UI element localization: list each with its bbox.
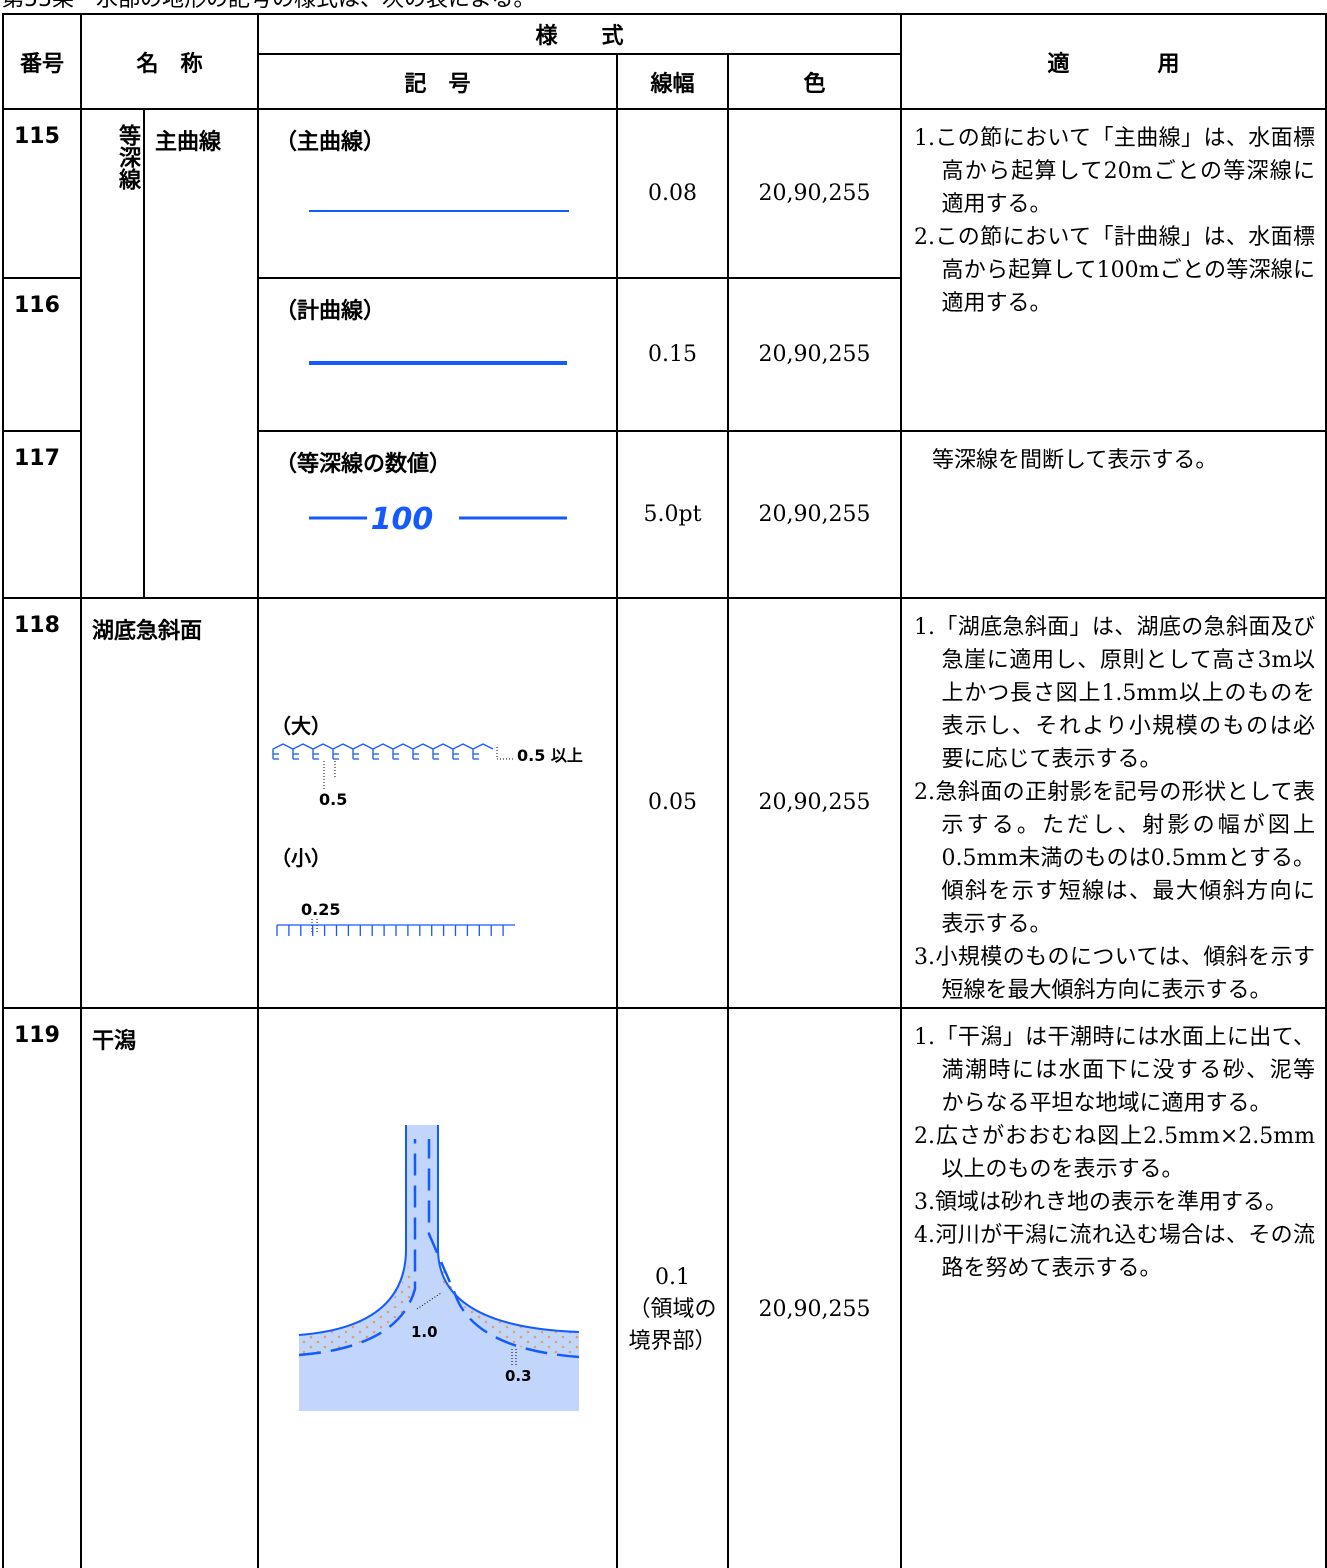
row-number: 119 [2, 1007, 82, 1568]
sand-area [438, 1259, 580, 1357]
hachure-stroke [392, 743, 414, 759]
symbol: 1.0 0.3 [298, 1125, 580, 1411]
header-width: 線幅 [616, 53, 730, 110]
symbol-cell: 1.0 0.3 [257, 1007, 619, 1568]
application: 1.「湖底急斜面」は、湖底の急斜面及び急崖に適用し、原則として高さ3m以上かつ長… [900, 597, 1327, 1009]
row-number: 117 [2, 430, 82, 599]
text-line: 2.この節において「計曲線」は、水面標高から起算して100mごとの等深線に適用す… [914, 225, 1316, 316]
symbol: （大） 0.5 以上 0.5 （小） 0.25 [271, 714, 583, 936]
symbol-cell: （大） 0.5 以上 0.5 （小） 0.25 [257, 597, 619, 1009]
dimension-label: 0.5 [319, 790, 347, 809]
color: 20,90,255 [727, 108, 903, 279]
steep-slope-small [276, 924, 516, 936]
boundary [437, 1125, 580, 1333]
dimension-label: 0.3 [505, 1367, 532, 1385]
header-color: 色 [727, 53, 903, 110]
hachure-stroke [432, 743, 454, 759]
line-width: 0.1 （領域の境界部） [616, 1007, 730, 1568]
symbol-caption: （主曲線） [275, 130, 386, 155]
text-line: 等深線を間断して表示する。 [932, 448, 1218, 473]
title: 第53条 水部の地形の記号の様式は、次の表による。 [2, 0, 535, 13]
hachure-stroke [372, 743, 394, 759]
line-width: 0.15 [616, 277, 730, 432]
application: 1.「干潟」は干潮時には水面上に出て、満潮時には水面下に没する砂、泥等からなる平… [900, 1007, 1327, 1568]
symbol-caption: （大） [271, 714, 331, 738]
line-width: 0.05 [616, 597, 730, 1009]
dimension-label: 1.0 [411, 1323, 438, 1341]
color: 20,90,255 [727, 430, 903, 599]
hachure-stroke [292, 743, 314, 759]
text-line: 2.広さがおおむね図上2.5mm×2.5mm以上のものを表示する。 [914, 1124, 1316, 1182]
application: 1.この節において「主曲線」は、水面標高から起算して20mごとの等深線に適用する… [900, 108, 1327, 432]
color: 20,90,255 [727, 597, 903, 1009]
group-name: 等深線 [80, 108, 145, 599]
hachure-stroke [332, 743, 354, 759]
symbol-caption: （等深線の数値） [275, 452, 452, 477]
hachure-stroke [352, 743, 374, 759]
text-line: 4.河川が干潟に流れ込む場合は、その流路を努めて表示する。 [914, 1223, 1316, 1281]
header-symbol: 記 号 [257, 53, 619, 110]
application: 等深線を間断して表示する。 [900, 430, 1327, 599]
hachure-stroke [272, 743, 294, 759]
text-line: 1.この節において「主曲線」は、水面標高から起算して20mごとの等深線に適用する… [914, 126, 1316, 217]
text-line: 1.「湖底急斜面」は、湖底の急斜面及び急崖に適用し、原則として高さ3m以上かつ長… [914, 615, 1316, 772]
color: 20,90,255 [727, 277, 903, 432]
color: 20,90,255 [727, 1007, 903, 1568]
boundary [298, 1125, 408, 1336]
symbol-cell: （等深線の数値） 100 [257, 430, 619, 599]
text-line: 3.小規模のものについては、傾斜を示す短線を最大傾斜方向に表示する。 [914, 945, 1316, 1003]
text-line: （領域の [628, 1297, 717, 1322]
line-width: 5.0pt [616, 430, 730, 599]
text-line: 2.急斜面の正射影を記号の形状として表示する。ただし、射影の幅が図上0.5mm未… [914, 780, 1316, 937]
contour-value: 100 [371, 502, 434, 537]
header-style: 様 式 [257, 13, 903, 55]
header-application: 適 用 [900, 13, 1327, 110]
symbol [309, 210, 570, 212]
line-width: 0.08 [616, 108, 730, 279]
header-number: 番号 [2, 13, 82, 110]
row-name: 干潟 [79, 1007, 260, 1568]
row-number: 118 [2, 597, 82, 1009]
text-line: 1.「干潟」は干潮時には水面上に出て、満潮時には水面下に没する砂、泥等からなる平… [914, 1025, 1316, 1116]
row-number: 115 [2, 108, 82, 279]
hachure-stroke [472, 743, 494, 759]
steep-slope-large [272, 743, 494, 760]
symbol-table: 番号 名 称 様 式 適 用 記 号 線幅 色 115 等深線 主曲線 （主曲線… [2, 13, 1327, 1568]
dimension-label: 0.5 以上 [517, 746, 583, 765]
hachure-stroke [312, 743, 334, 759]
text-line: 3.領域は砂れき地の表示を準用する。 [914, 1190, 1288, 1215]
dimension-line [416, 1292, 442, 1310]
row-name: 主曲線 [142, 108, 260, 599]
header-name: 名 称 [79, 13, 260, 110]
symbol: 100 [309, 502, 568, 537]
hachure-stroke [412, 743, 434, 759]
dashed-boundary [427, 1139, 580, 1359]
symbol-cell: （計曲線） [257, 277, 619, 432]
symbol-caption: （小） [271, 846, 331, 870]
hachure-stroke [452, 743, 474, 759]
sand-area [299, 1259, 416, 1355]
dashed-boundary [298, 1139, 417, 1357]
dimension-label: 0.25 [301, 900, 340, 919]
text-line: 境界部） [628, 1329, 717, 1354]
text-line: 0.1 [655, 1265, 691, 1290]
symbol-caption: （計曲線） [275, 299, 386, 324]
symbol-cell: （主曲線） [257, 108, 619, 279]
row-name: 湖底急斜面 [79, 597, 260, 1009]
symbol [309, 361, 568, 365]
row-number: 116 [2, 277, 82, 432]
